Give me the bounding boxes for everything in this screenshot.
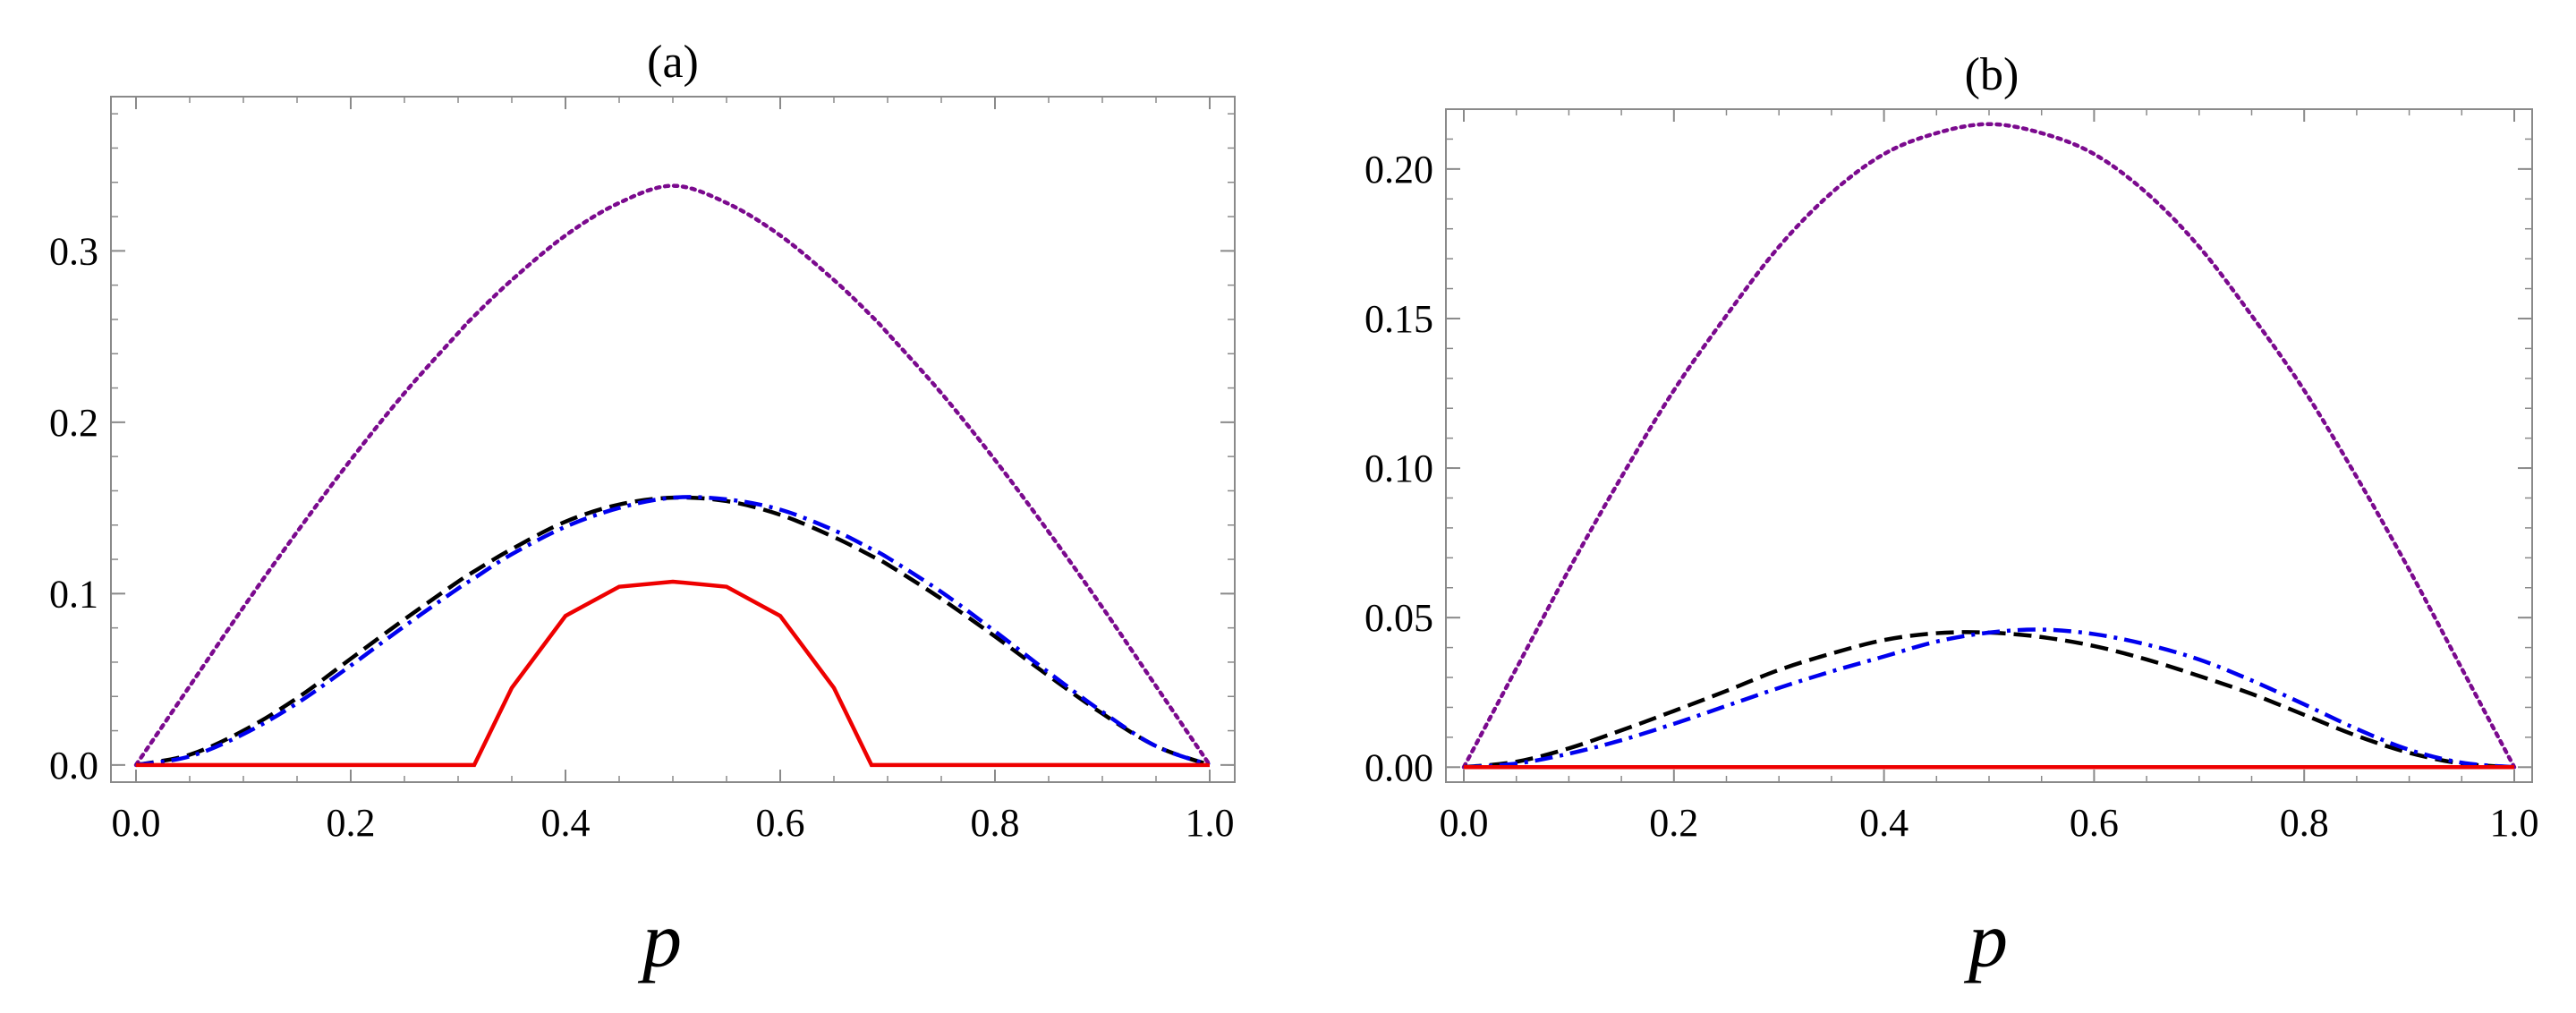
- y-tick-label: 0.15: [1365, 297, 1433, 341]
- y-tick-label: 0.20: [1365, 148, 1433, 192]
- x-tick-label: 0.4: [541, 801, 591, 845]
- panel-b-frame: [1445, 108, 2533, 783]
- panel-a-frame: [110, 96, 1236, 783]
- y-tick-label: 0.3: [49, 229, 98, 273]
- y-tick-label: 0.00: [1365, 745, 1433, 789]
- x-tick-label: 1.0: [1186, 801, 1235, 845]
- x-tick-label: 0.8: [2280, 801, 2329, 845]
- panel-b-title: (b): [1965, 49, 2019, 100]
- y-tick-label: 0.1: [49, 572, 98, 616]
- x-tick-label: 0.0: [112, 801, 161, 845]
- x-tick-label: 0.8: [971, 801, 1020, 845]
- x-tick-label: 0.2: [1649, 801, 1698, 845]
- panel-a-title: (a): [647, 37, 699, 88]
- series-black-dashed-line: [1463, 630, 2515, 770]
- y-tick-label: 0.05: [1365, 596, 1433, 640]
- series-purple-dotted-line: [1461, 122, 2517, 770]
- series-red-solid-line: [136, 579, 1210, 768]
- x-tick-label: 0.6: [756, 801, 805, 845]
- y-tick-label: 0.2: [49, 401, 98, 445]
- panel-b: 0.0 0.2 0.4 0.6 0.8 1.0 0.00 0.05 0.10 0.15 0.20 (…: [1365, 49, 2539, 984]
- x-tick-label: 0.0: [1440, 801, 1489, 845]
- panel-b-tick-labels: 0.0 0.2 0.4 0.6 0.8 1.0 0.00 0.05 0.10 0.15 0.20: [1365, 148, 2539, 845]
- panel-a-series: [133, 183, 1212, 768]
- y-tick-label: 0.10: [1365, 447, 1433, 490]
- panel-a-ticks: [111, 97, 1235, 782]
- panel-b-series: [1461, 122, 2517, 770]
- series-blue-dashdot-line: [1463, 627, 2515, 770]
- x-tick-label: 0.4: [1859, 801, 1909, 845]
- x-tick-label: 1.0: [2490, 801, 2539, 845]
- panel-b-ticks: [1446, 108, 2532, 782]
- series-purple-dotted-line: [133, 183, 1212, 768]
- panel-a-x-axis-label: p: [637, 898, 682, 984]
- panel-a-tick-labels: 0.0 0.2 0.4 0.6 0.8 1.0 0.0 0.1 0.2 0.3: [49, 229, 1235, 845]
- panel-b-x-axis-label: p: [1963, 898, 2008, 984]
- y-tick-label: 0.0: [49, 744, 98, 787]
- series-black-dashed-line: [135, 495, 1211, 768]
- series-blue-dashdot-line: [135, 495, 1211, 768]
- panel-a: 0.0 0.2 0.4 0.6 0.8 1.0 0.0 0.1 0.2 0.3 (a) p: [49, 37, 1236, 984]
- x-tick-label: 0.6: [2070, 801, 2119, 845]
- x-tick-label: 0.2: [327, 801, 376, 845]
